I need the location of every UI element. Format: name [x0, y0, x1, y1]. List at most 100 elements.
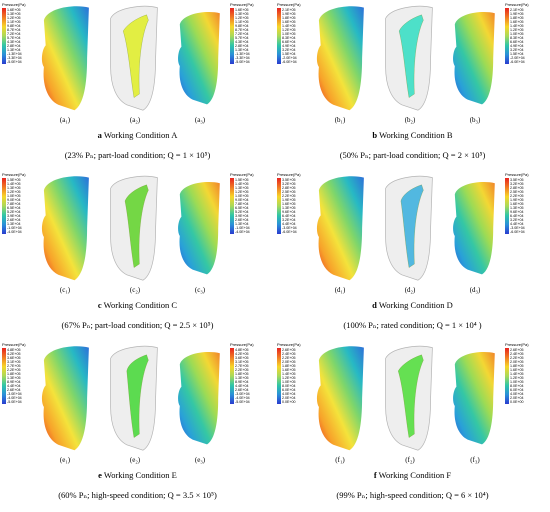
panel-label: f [373, 470, 377, 480]
colorbar-tick: 1.4E+05 [282, 24, 296, 28]
colorbar-tick: 2.4E+05 [510, 352, 524, 356]
subfigure-label: (c₃) [194, 286, 206, 294]
colorbar-tick: -3.3E+04 [235, 56, 250, 60]
color-ramp [230, 8, 234, 64]
colorbar-tick: 1.9E+05 [282, 12, 296, 16]
colorbar-tick: 2.1E+05 [282, 8, 296, 12]
colorbar-tick: 2.6E+04 [7, 218, 21, 222]
colorbar-tick: 1.0E+05 [7, 194, 21, 198]
colorbar-tick: 1.6E+05 [7, 8, 21, 12]
panel-label: c [97, 300, 102, 310]
colorbar-tick: 2.7E+05 [235, 364, 249, 368]
color-ramp [2, 8, 6, 64]
colorbar-tick: 1.0E+05 [510, 380, 524, 384]
colorbar-tick: 3.2E+05 [510, 182, 524, 186]
colorbar: Pressure(Pa) 4.8E+05 4.2E+05 3.6E+05 3.1E+05… [230, 342, 270, 412]
colorbar-tick: 1.5E+04 [282, 52, 296, 56]
subfigure-label: (f₃) [470, 456, 480, 464]
colorbar-tick: 4.4E+04 [282, 222, 296, 226]
colorbar-tick: 4.3E+04 [235, 40, 249, 44]
panel-f: Pressure(Pa) 2.6E+05 2.4E+05 2.2E+05 2.0E+05… [275, 342, 550, 512]
colorbar-tick: 5.2E+04 [235, 210, 249, 214]
colorbar-tick: 1.2E+05 [282, 28, 296, 32]
colorbar-tick: 7.8E+04 [7, 202, 21, 206]
colorbar-tick: 1.3E+04 [235, 222, 249, 226]
colorbar-tick: 6.4E+04 [510, 214, 524, 218]
colorbar-tick: 1.1E+05 [7, 20, 21, 24]
colorbar-tick: -5.0E+04 [7, 400, 22, 404]
colorbar-tick: 1.9E+05 [510, 198, 524, 202]
colorbar-tick: 2.0E+05 [510, 360, 524, 364]
colorbar-tick: 2.6E+04 [235, 388, 249, 392]
colorbar: Pressure(Pa) 2.6E+05 2.4E+05 2.2E+05 2.0E+05… [505, 342, 545, 412]
colorbar-tick: 7.2E+04 [235, 32, 249, 36]
color-ramp [277, 348, 281, 404]
panel-condition: (99% Pₙ; high-speed condition; Q = 6 × 1… [336, 490, 489, 500]
subfigure-label: (d₃) [469, 286, 481, 294]
pressure-contour-front [38, 4, 93, 117]
colorbar: Pressure(Pa) 1.5E+05 1.4E+05 1.3E+05 1.2E+05… [230, 172, 270, 242]
colorbar-tick: 1.5E+05 [235, 178, 249, 182]
colorbar-title: Pressure(Pa) [2, 2, 26, 7]
colorbar-tick: 2.0E+04 [282, 396, 296, 400]
colorbar-tick: -6.0E+04 [510, 60, 525, 64]
colorbar-tick: 8.9E+04 [7, 380, 21, 384]
colorbar-tick: 2.8E+05 [282, 186, 296, 190]
colorbar-tick: 2.8E+04 [235, 44, 249, 48]
colorbar-tick: -4.0E+04 [235, 396, 250, 400]
colorbar-tick: 2.2E+05 [510, 194, 524, 198]
colorbar-title: Pressure(Pa) [230, 172, 254, 177]
colorbar-tick: 9.0E+04 [7, 198, 21, 202]
subfigure-label: (d₁) [334, 286, 346, 294]
color-ramp [505, 8, 509, 64]
panel-condition: (60% Pₙ; high-speed condition; Q = 3.5 ×… [58, 490, 217, 500]
colorbar-tick: -5.0E+04 [235, 400, 250, 404]
colorbar-tick: 1.8E+05 [235, 372, 249, 376]
panel-caption: e Working Condition E [98, 470, 177, 480]
colorbar-tick: 4.2E+05 [235, 352, 249, 356]
colorbar-tick: 1.0E+05 [235, 194, 249, 198]
colorbar-tick: 5.7E+04 [235, 36, 249, 40]
subfigure-label: (b₂) [404, 116, 416, 124]
panel-condition: (67% Pₙ; part-load condition; Q = 2.5 × … [61, 320, 214, 330]
colorbar: Pressure(Pa) 2.6E+05 2.4E+05 2.2E+05 2.0E+05… [277, 342, 317, 412]
colorbar-tick: 1.8E+05 [510, 364, 524, 368]
colorbar-tick: 2.6E+04 [235, 218, 249, 222]
color-ramp [2, 348, 6, 404]
colorbar-tick: 1.8E+05 [7, 372, 21, 376]
colorbar-tick: -6.0E+04 [282, 60, 297, 64]
colorbar-title: Pressure(Pa) [2, 172, 26, 177]
colorbar-tick: 4.2E+05 [7, 352, 21, 356]
colorbar-tick: 6.6E+04 [510, 40, 524, 44]
colorbar-tick: 1.3E+05 [235, 186, 249, 190]
colorbar-tick: 1.3E+05 [7, 186, 21, 190]
colorbar-tick: 1.6E+05 [510, 202, 524, 206]
colorbar-tick: 1.2E+05 [510, 376, 524, 380]
colorbar-tick: -4.0E+04 [235, 230, 250, 234]
colorbar-tick: 2.8E+05 [510, 186, 524, 190]
pressure-contour-back [450, 174, 498, 287]
panel-caption: a Working Condition A [97, 130, 178, 140]
colorbar-tick: 2.2E+05 [282, 194, 296, 198]
colorbar: Pressure(Pa) 3.5E+05 3.2E+05 2.8E+05 2.5E+05… [277, 172, 317, 242]
colorbar-tick: -1.3E+04 [7, 52, 22, 56]
colorbar-tick: -2.0E+04 [510, 56, 525, 60]
panel-label: e [98, 470, 102, 480]
colorbar: Pressure(Pa) 1.5E+05 1.4E+05 1.3E+05 1.2E+05… [2, 172, 42, 242]
colorbar-tick: 1.2E+05 [510, 28, 524, 32]
colorbar-tick: 3.1E+05 [7, 360, 21, 364]
colorbar-tick: 9.6E+04 [282, 210, 296, 214]
panel-d: Pressure(Pa) 3.5E+05 3.2E+05 2.8E+05 2.5E+05… [275, 172, 550, 342]
colorbar-tick: -1.0E+04 [235, 226, 250, 230]
panel-label: d [372, 300, 377, 310]
colorbar-tick: 1.6E+05 [510, 20, 524, 24]
colorbar-tick: 2.2E+05 [7, 368, 21, 372]
colorbar-tick: 1.9E+05 [282, 198, 296, 202]
colorbar-tick: 6.5E+04 [7, 206, 21, 210]
subfigure-label: (c₁) [59, 286, 71, 294]
colorbar-tick: 9.0E+04 [235, 198, 249, 202]
pressure-contour-back [175, 344, 223, 457]
colorbar-tick: 3.2E+04 [282, 218, 296, 222]
colorbar-tick: 3.6E+05 [7, 356, 21, 360]
cavitation-isosurface [379, 174, 439, 287]
